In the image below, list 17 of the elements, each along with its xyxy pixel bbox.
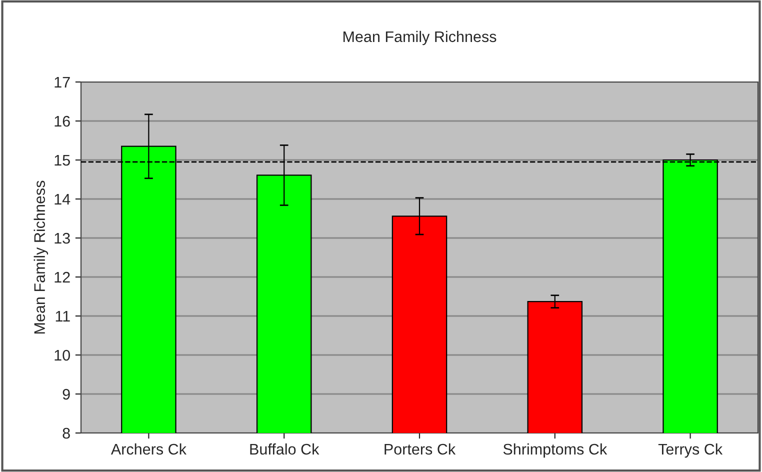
- y-tick-label: 9: [62, 388, 70, 400]
- y-tick-label: 13: [54, 232, 70, 244]
- x-tick-label: Porters Ck: [384, 443, 456, 455]
- x-tick-label: Shrimptoms Ck: [503, 443, 608, 458]
- y-tick-label: 11: [56, 311, 70, 322]
- y-tick-label: 10: [54, 350, 70, 361]
- x-tick-label: Terrys Ck: [658, 443, 723, 458]
- y-axis-title: Mean Family Richness: [34, 180, 48, 334]
- y-tick-label: 8: [62, 428, 70, 439]
- y-tick-label: 17: [54, 77, 70, 88]
- y-tick-label: 12: [54, 272, 70, 283]
- chart-title: Mean Family Richness: [343, 30, 496, 46]
- y-tick-label: 15: [54, 155, 70, 166]
- y-tick-label: 14: [54, 194, 70, 205]
- y-tick-label: 16: [54, 116, 70, 127]
- x-tick-label: Buffalo Ck: [250, 443, 320, 455]
- x-tick-label: Archers Ck: [110, 443, 186, 455]
